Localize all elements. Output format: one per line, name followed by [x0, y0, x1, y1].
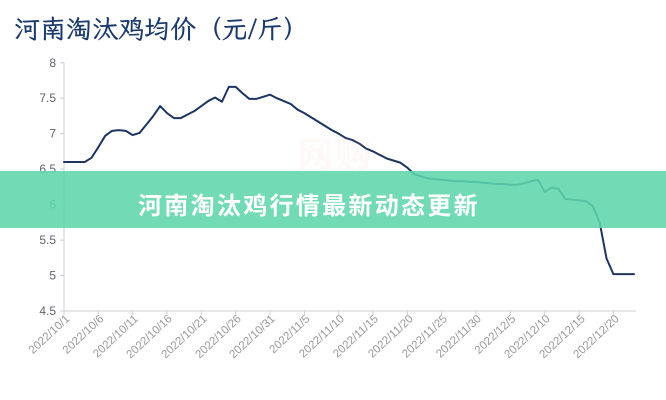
svg-text:7.5: 7.5 — [39, 91, 56, 105]
svg-text:8: 8 — [49, 56, 56, 70]
svg-text:4.5: 4.5 — [39, 304, 56, 318]
svg-text:5.5: 5.5 — [39, 233, 56, 247]
svg-text:7: 7 — [49, 127, 56, 141]
svg-text:5: 5 — [49, 269, 56, 283]
